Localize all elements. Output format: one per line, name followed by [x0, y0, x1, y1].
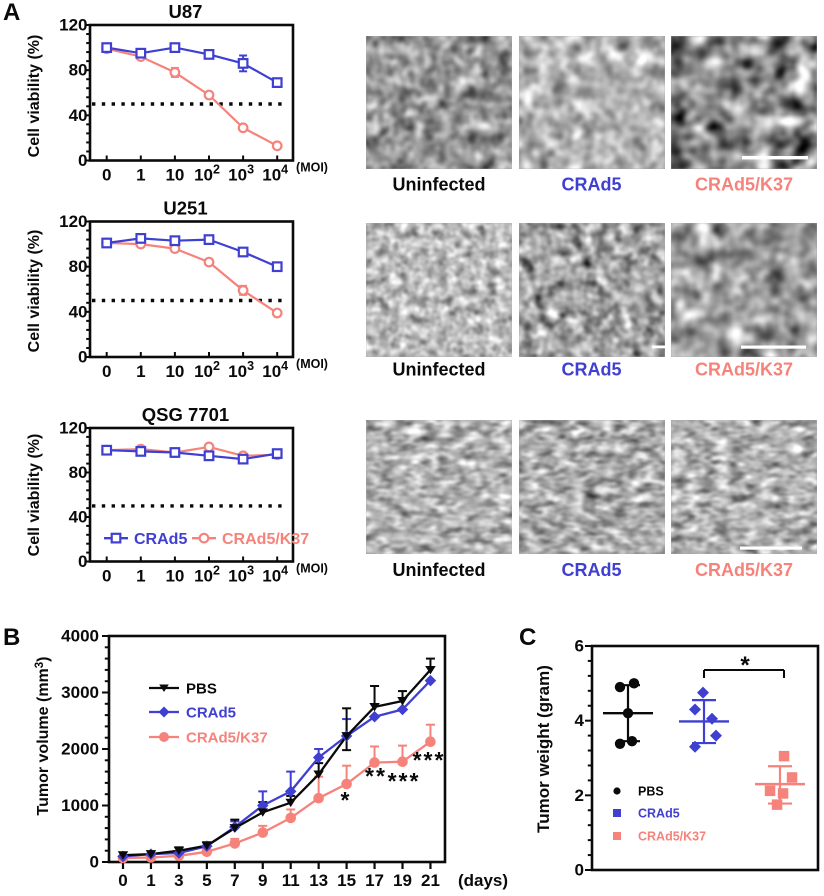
svg-text:102: 102	[194, 564, 220, 586]
svg-text:120: 120	[59, 16, 87, 35]
svg-text:6: 6	[575, 637, 584, 656]
svg-text:40: 40	[69, 302, 88, 321]
svg-text:CRAd5: CRAd5	[561, 560, 621, 580]
svg-text:(MOI): (MOI)	[296, 161, 328, 175]
svg-text:CRAd5/K37: CRAd5/K37	[222, 531, 309, 548]
svg-text:104: 104	[262, 163, 288, 185]
svg-text:1: 1	[146, 871, 155, 890]
svg-text:40: 40	[69, 508, 88, 527]
svg-text:U87: U87	[169, 1, 203, 22]
svg-text:CRAd5/K37: CRAd5/K37	[695, 175, 793, 195]
svg-text:5: 5	[202, 871, 211, 890]
svg-text:102: 102	[194, 359, 220, 381]
svg-text:CRAd5/K37: CRAd5/K37	[638, 830, 706, 844]
svg-text:***: ***	[388, 768, 421, 794]
svg-text:Tumor weight (gram): Tumor weight (gram)	[534, 665, 553, 833]
svg-text:104: 104	[262, 359, 288, 381]
svg-text:1: 1	[136, 166, 145, 185]
svg-text:Cell viability (%): Cell viability (%)	[26, 230, 43, 353]
svg-text:*: *	[341, 787, 352, 813]
svg-text:120: 120	[59, 212, 87, 231]
svg-text:2: 2	[575, 786, 584, 805]
svg-text:CRAd5: CRAd5	[638, 807, 680, 821]
svg-text:PBS: PBS	[638, 785, 664, 799]
svg-text:0: 0	[78, 348, 87, 367]
svg-text:*: *	[740, 652, 751, 679]
svg-text:Cell viability (%): Cell viability (%)	[26, 434, 43, 557]
svg-text:103: 103	[228, 163, 254, 185]
svg-text:A: A	[3, 0, 20, 26]
svg-text:1000: 1000	[61, 796, 99, 815]
svg-text:0: 0	[118, 871, 127, 890]
svg-text:80: 80	[69, 463, 88, 482]
svg-text:13: 13	[309, 871, 328, 890]
svg-text:CRAd5/K37: CRAd5/K37	[695, 560, 793, 580]
svg-text:0: 0	[78, 151, 87, 170]
svg-text:(days): (days)	[458, 871, 508, 890]
svg-text:2000: 2000	[61, 740, 99, 759]
svg-text:0: 0	[90, 853, 99, 872]
svg-text:103: 103	[228, 359, 254, 381]
svg-text:CRAd5: CRAd5	[561, 175, 621, 195]
svg-text:3000: 3000	[61, 683, 99, 702]
svg-text:1: 1	[136, 362, 145, 381]
svg-text:0: 0	[78, 552, 87, 571]
svg-text:QSG 7701: QSG 7701	[142, 404, 229, 425]
svg-text:Uninfected: Uninfected	[392, 560, 485, 580]
svg-text:104: 104	[262, 564, 288, 586]
svg-text:80: 80	[69, 61, 88, 80]
svg-text:9: 9	[258, 871, 267, 890]
svg-text:103: 103	[228, 564, 254, 586]
svg-text:Tumor volume (mm3): Tumor volume (mm3)	[34, 656, 52, 815]
svg-text:40: 40	[69, 106, 88, 125]
svg-text:0: 0	[102, 567, 111, 586]
svg-text:102: 102	[194, 163, 220, 185]
svg-text:21: 21	[421, 871, 440, 890]
svg-text:11: 11	[282, 871, 300, 890]
svg-text:3: 3	[174, 871, 183, 890]
svg-text:CRAd5/K37: CRAd5/K37	[186, 730, 268, 747]
svg-text:Uninfected: Uninfected	[392, 360, 485, 380]
svg-text:19: 19	[393, 871, 412, 890]
svg-text:B: B	[3, 624, 20, 651]
svg-text:CRAd5: CRAd5	[134, 531, 187, 548]
svg-text:4: 4	[575, 711, 585, 730]
svg-text:10: 10	[165, 362, 184, 381]
svg-text:***: ***	[413, 747, 446, 773]
svg-text:CRAd5: CRAd5	[561, 360, 621, 380]
svg-text:C: C	[519, 624, 536, 651]
svg-text:PBS: PBS	[186, 681, 217, 698]
svg-text:10: 10	[165, 567, 184, 586]
svg-text:(MOI): (MOI)	[296, 357, 328, 371]
svg-text:0: 0	[575, 861, 584, 880]
svg-text:4000: 4000	[61, 627, 99, 646]
svg-text:(MOI): (MOI)	[296, 562, 328, 576]
svg-text:120: 120	[59, 419, 87, 438]
svg-text:U251: U251	[163, 198, 207, 219]
svg-text:CRAd5: CRAd5	[186, 705, 236, 722]
svg-text:0: 0	[102, 362, 111, 381]
svg-text:0: 0	[102, 166, 111, 185]
svg-text:15: 15	[337, 871, 356, 890]
svg-text:CRAd5/K37: CRAd5/K37	[695, 360, 793, 380]
svg-text:80: 80	[69, 257, 88, 276]
svg-text:7: 7	[230, 871, 239, 890]
svg-text:17: 17	[365, 871, 384, 890]
svg-text:10: 10	[165, 166, 184, 185]
svg-text:Uninfected: Uninfected	[392, 175, 485, 195]
svg-text:**: **	[365, 763, 387, 789]
svg-text:1: 1	[136, 567, 145, 586]
svg-text:Cell viability (%): Cell viability (%)	[26, 35, 43, 158]
